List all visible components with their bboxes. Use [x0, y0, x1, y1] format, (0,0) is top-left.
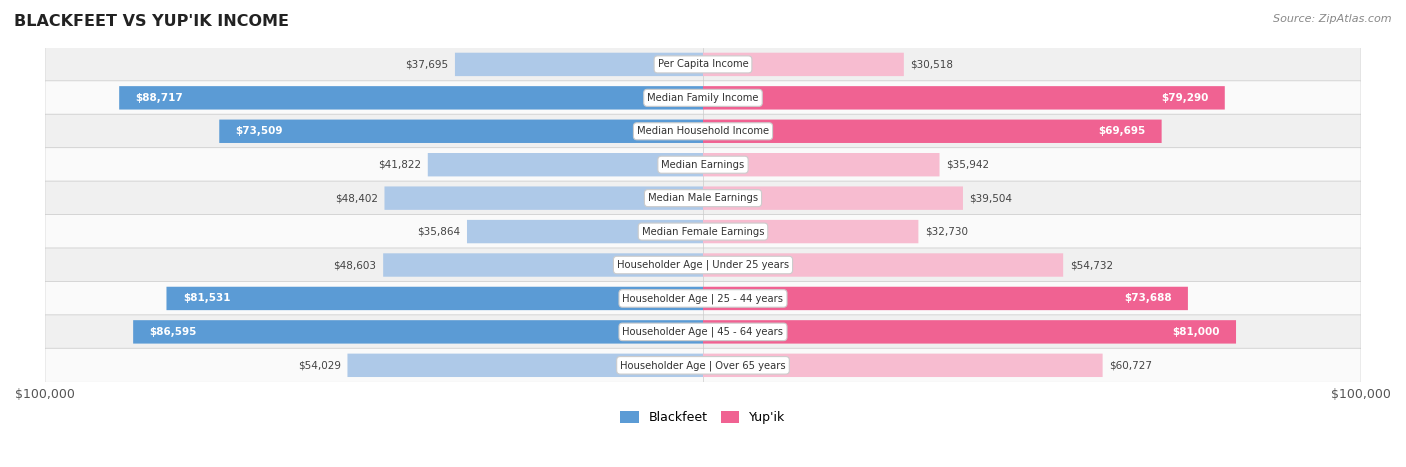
Text: Median Male Earnings: Median Male Earnings	[648, 193, 758, 203]
Text: $30,518: $30,518	[911, 59, 953, 70]
Text: $73,688: $73,688	[1123, 293, 1171, 304]
FancyBboxPatch shape	[45, 348, 1361, 382]
Text: $73,509: $73,509	[236, 126, 283, 136]
Text: $37,695: $37,695	[405, 59, 449, 70]
FancyBboxPatch shape	[703, 220, 918, 243]
Text: $41,822: $41,822	[378, 160, 422, 170]
FancyBboxPatch shape	[45, 315, 1361, 349]
Text: $54,732: $54,732	[1070, 260, 1114, 270]
FancyBboxPatch shape	[703, 53, 904, 76]
FancyBboxPatch shape	[384, 253, 703, 277]
FancyBboxPatch shape	[45, 114, 1361, 149]
Text: $86,595: $86,595	[149, 327, 197, 337]
FancyBboxPatch shape	[703, 253, 1063, 277]
Text: BLACKFEET VS YUP'IK INCOME: BLACKFEET VS YUP'IK INCOME	[14, 14, 290, 29]
Legend: Blackfeet, Yup'ik: Blackfeet, Yup'ik	[616, 406, 790, 429]
Text: $39,504: $39,504	[970, 193, 1012, 203]
Text: Source: ZipAtlas.com: Source: ZipAtlas.com	[1274, 14, 1392, 24]
Text: Median Household Income: Median Household Income	[637, 126, 769, 136]
FancyBboxPatch shape	[134, 320, 703, 344]
Text: $35,942: $35,942	[946, 160, 990, 170]
Text: Householder Age | 25 - 44 years: Householder Age | 25 - 44 years	[623, 293, 783, 304]
FancyBboxPatch shape	[166, 287, 703, 310]
FancyBboxPatch shape	[120, 86, 703, 110]
Text: Per Capita Income: Per Capita Income	[658, 59, 748, 70]
FancyBboxPatch shape	[703, 320, 1236, 344]
FancyBboxPatch shape	[703, 86, 1225, 110]
FancyBboxPatch shape	[45, 181, 1361, 215]
Text: Householder Age | Over 65 years: Householder Age | Over 65 years	[620, 360, 786, 371]
FancyBboxPatch shape	[703, 153, 939, 177]
FancyBboxPatch shape	[219, 120, 703, 143]
FancyBboxPatch shape	[703, 120, 1161, 143]
FancyBboxPatch shape	[703, 186, 963, 210]
Text: $48,603: $48,603	[333, 260, 377, 270]
FancyBboxPatch shape	[384, 186, 703, 210]
FancyBboxPatch shape	[45, 47, 1361, 81]
Text: Median Female Earnings: Median Female Earnings	[641, 226, 765, 237]
FancyBboxPatch shape	[456, 53, 703, 76]
FancyBboxPatch shape	[347, 354, 703, 377]
Text: $79,290: $79,290	[1161, 93, 1208, 103]
Text: Householder Age | Under 25 years: Householder Age | Under 25 years	[617, 260, 789, 270]
Text: Median Family Income: Median Family Income	[647, 93, 759, 103]
Text: $60,727: $60,727	[1109, 361, 1152, 370]
Text: $48,402: $48,402	[335, 193, 378, 203]
Text: $54,029: $54,029	[298, 361, 340, 370]
Text: $35,864: $35,864	[418, 226, 460, 237]
FancyBboxPatch shape	[703, 354, 1102, 377]
FancyBboxPatch shape	[45, 248, 1361, 282]
Text: Median Earnings: Median Earnings	[661, 160, 745, 170]
FancyBboxPatch shape	[45, 148, 1361, 182]
FancyBboxPatch shape	[703, 287, 1188, 310]
FancyBboxPatch shape	[45, 81, 1361, 115]
FancyBboxPatch shape	[45, 282, 1361, 316]
Text: $69,695: $69,695	[1098, 126, 1144, 136]
Text: $88,717: $88,717	[135, 93, 183, 103]
Text: $81,000: $81,000	[1173, 327, 1219, 337]
Text: Householder Age | 45 - 64 years: Householder Age | 45 - 64 years	[623, 326, 783, 337]
FancyBboxPatch shape	[45, 214, 1361, 248]
FancyBboxPatch shape	[467, 220, 703, 243]
Text: $81,531: $81,531	[183, 293, 231, 304]
Text: $32,730: $32,730	[925, 226, 967, 237]
FancyBboxPatch shape	[427, 153, 703, 177]
